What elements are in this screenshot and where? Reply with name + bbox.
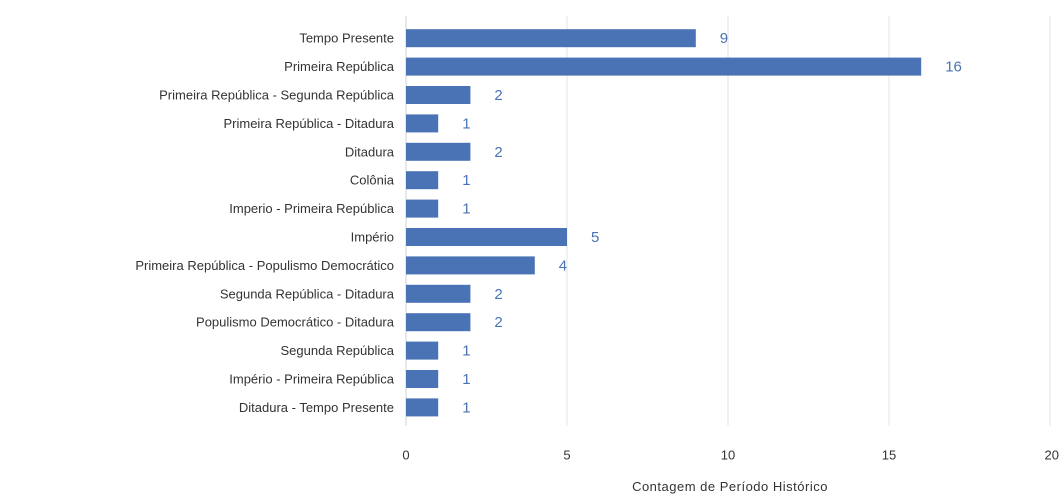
data-label: 1 (462, 343, 470, 360)
category-label: Ditadura (345, 144, 395, 159)
x-tick-label: 5 (563, 448, 570, 463)
category-label: Ditadura - Tempo Presente (239, 400, 394, 415)
x-tick-label: 20 (1045, 448, 1059, 463)
data-label: 9 (720, 30, 728, 47)
bar (406, 284, 471, 303)
value-labels: 9 16 2 1 2 1 1 5 4 2 2 1 1 1 (462, 30, 962, 416)
data-label: 1 (462, 371, 470, 388)
x-tick-label: 0 (402, 448, 409, 463)
data-label: 1 (462, 201, 470, 218)
category-label: Império (351, 230, 394, 245)
data-label: 1 (462, 172, 470, 189)
bar (406, 171, 439, 190)
category-label: Primeira República - Ditadura (223, 116, 394, 131)
bars (406, 29, 922, 417)
data-label: 1 (462, 399, 470, 416)
bar (406, 142, 471, 161)
bar (406, 199, 439, 218)
category-label: Colônia (350, 173, 395, 188)
data-label: 2 (494, 87, 502, 104)
data-label: 2 (494, 286, 502, 303)
category-label: Segunda República - Ditadura (220, 286, 395, 301)
bar (406, 313, 471, 332)
bar (406, 256, 535, 275)
bar (406, 370, 439, 388)
category-label: Segunda República (281, 343, 395, 358)
data-label: 1 (462, 115, 470, 132)
bar (406, 57, 922, 76)
category-labels: Tempo Presente Primeira República Primeira… (135, 31, 394, 415)
data-label: 16 (945, 59, 962, 76)
bar (406, 341, 439, 360)
x-axis-title: Contagem de Período Histórico (632, 479, 828, 494)
bar (406, 29, 696, 48)
category-label: Primeira República - Populismo Democráti… (135, 258, 394, 273)
bar (406, 86, 471, 104)
bar (406, 114, 439, 133)
x-tick-labels: 0 5 10 15 20 (402, 448, 1059, 463)
category-label: Tempo Presente (299, 31, 394, 46)
bar (406, 398, 439, 417)
category-label: Império - Primeira República (229, 372, 394, 387)
bar (406, 228, 567, 246)
grid-lines (405, 16, 1051, 426)
data-label: 5 (591, 229, 599, 246)
data-label: 2 (494, 144, 502, 161)
x-tick-label: 15 (882, 448, 896, 463)
data-label: 2 (494, 314, 502, 331)
category-label: Imperio - Primeira República (229, 201, 394, 216)
category-label: Primeira República - Segunda República (159, 88, 395, 103)
category-label: Populismo Democrático - Ditadura (196, 315, 395, 330)
category-label: Primeira República (284, 59, 395, 74)
x-tick-label: 10 (721, 448, 735, 463)
data-label: 4 (559, 257, 567, 274)
